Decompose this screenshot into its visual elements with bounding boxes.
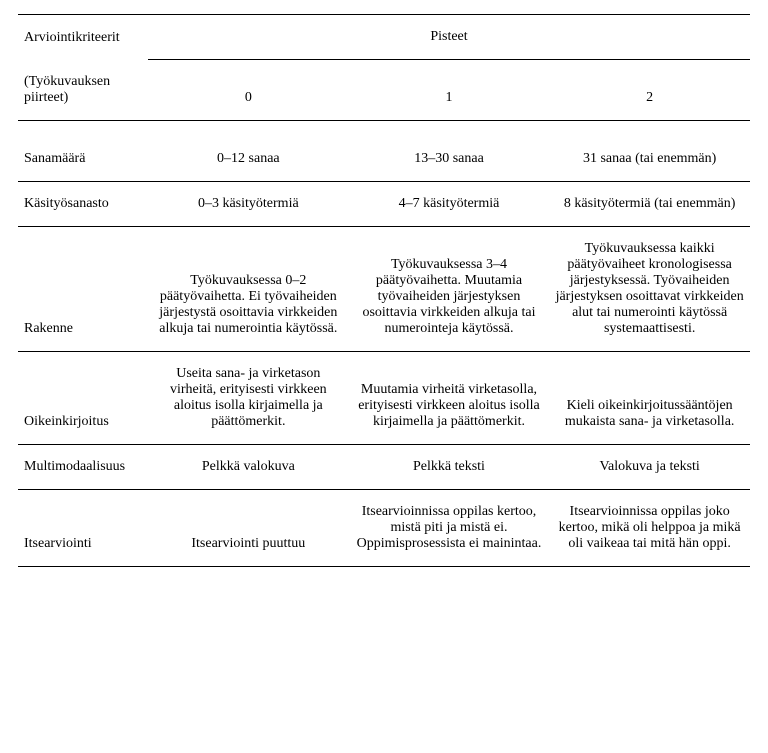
row-label: Multimodaalisuus <box>18 444 148 489</box>
table-row: Rakenne Työkuvauksessa 0–2 päätyövaihett… <box>18 226 750 351</box>
header-score-1: 1 <box>349 60 550 121</box>
table-row: Sanamäärä 0–12 sanaa 13–30 sanaa 31 sana… <box>18 137 750 182</box>
table-row: Käsityösanasto 0–3 käsityötermiä 4–7 käs… <box>18 181 750 226</box>
cell-score-1: Työkuvauksessa 3–4 päätyövaihetta. Muuta… <box>349 226 550 351</box>
row-label: Oikeinkirjoitus <box>18 351 148 444</box>
cell-score-0: Useita sana- ja virketason virheitä, eri… <box>148 351 349 444</box>
table-row: Multimodaalisuus Pelkkä valokuva Pelkkä … <box>18 444 750 489</box>
cell-score-2: Valokuva ja teksti <box>549 444 750 489</box>
table-row: Itsearviointi Itsearviointi puuttuu Itse… <box>18 489 750 566</box>
cell-score-2: Työkuvauksessa kaikki päätyövaiheet kron… <box>549 226 750 351</box>
header-criteria: Arviointikriteerit <box>18 15 148 60</box>
cell-score-2: 8 käsityötermiä (tai enemmän) <box>549 181 750 226</box>
header-sublabel: (Työkuvauksen piirteet) <box>18 60 148 121</box>
cell-score-1: Muutamia virheitä virketasolla, erityise… <box>349 351 550 444</box>
cell-score-1: 13–30 sanaa <box>349 137 550 182</box>
header-score-2: 2 <box>549 60 750 121</box>
cell-score-0: Työkuvauksessa 0–2 päätyövaihetta. Ei ty… <box>148 226 349 351</box>
table-row: Oikeinkirjoitus Useita sana- ja virketas… <box>18 351 750 444</box>
cell-score-0: Pelkkä valokuva <box>148 444 349 489</box>
cell-score-2: Itsearvioinnissa oppilas joko kertoo, mi… <box>549 489 750 566</box>
row-label: Itsearviointi <box>18 489 148 566</box>
cell-score-1: 4–7 käsityötermiä <box>349 181 550 226</box>
cell-score-1: Itsearvioinnissa oppilas kertoo, mistä p… <box>349 489 550 566</box>
cell-score-0: Itsearviointi puuttuu <box>148 489 349 566</box>
rubric-table: Arviointikriteerit Pisteet (Työkuvauksen… <box>18 14 750 567</box>
row-label: Rakenne <box>18 226 148 351</box>
cell-score-2: 31 sanaa (tai enemmän) <box>549 137 750 182</box>
row-label: Käsityösanasto <box>18 181 148 226</box>
cell-score-2: Kieli oikeinkirjoitussääntöjen mukaista … <box>549 351 750 444</box>
header-score-0: 0 <box>148 60 349 121</box>
header-points: Pisteet <box>148 15 750 60</box>
cell-score-0: 0–12 sanaa <box>148 137 349 182</box>
cell-score-0: 0–3 käsityötermiä <box>148 181 349 226</box>
cell-score-1: Pelkkä teksti <box>349 444 550 489</box>
row-label: Sanamäärä <box>18 137 148 182</box>
